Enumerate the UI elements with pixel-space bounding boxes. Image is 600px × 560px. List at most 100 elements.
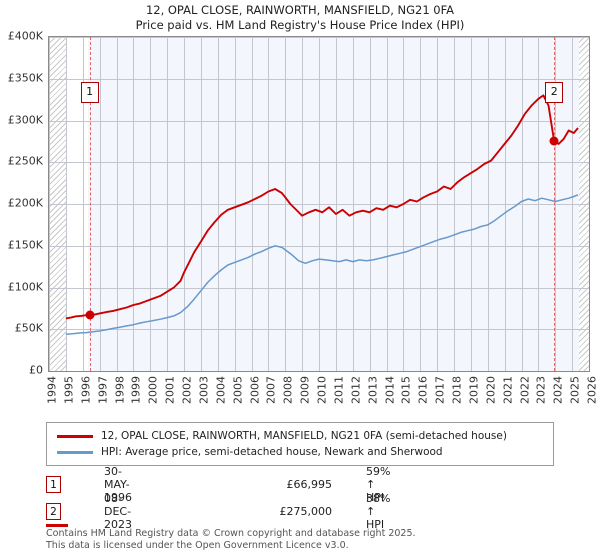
transaction-date-1: 30-MAY-1996 [104,464,132,504]
x-axis-tick: 2021 [501,376,515,404]
x-axis-tick: 2019 [467,376,481,404]
x-axis-tick: 1997 [96,376,110,404]
gridline-vertical [538,37,540,371]
x-axis-tick: 2022 [518,376,531,404]
legend: 12, OPAL CLOSE, RAINWORTH, MANSFIELD, NG… [46,422,554,466]
x-axis-tick: 2000 [146,376,160,404]
event-point-1[interactable] [85,310,95,320]
x-axis-tick: 2002 [180,376,194,404]
x-axis-tick: 2018 [450,376,464,404]
gridline-vertical [285,37,287,371]
x-axis-tick: 1995 [62,376,76,404]
gridline-vertical [420,37,422,371]
gridline-vertical [504,37,506,371]
gridline-vertical [184,37,185,371]
x-axis-tick: 2009 [298,376,312,404]
y-axis-tick: £300K [7,113,43,126]
x-axis-tick: 2020 [484,376,498,404]
transaction-price-2: £275,000 [279,504,333,518]
legend-item-property: 12, OPAL CLOSE, RAINWORTH, MANSFIELD, NG… [53,428,547,444]
y-axis-tick: £50K [14,321,43,335]
transaction-row-2[interactable]: 2 08-DEC-2023 £275,000 38% ↑ HPI [46,492,390,531]
transaction-marker-2: 2 [46,502,61,520]
gridline-vertical [352,37,354,371]
x-axis-tick: 2011 [332,376,346,404]
x-axis-tick: 2026 [585,376,599,404]
series-svg [65,94,579,336]
footer-line-2: This data is licensed under the Open Gov… [46,539,349,551]
x-axis-tick: 2025 [568,376,582,404]
event-marker-2[interactable]: 2 [545,82,564,103]
event-vline-1 [89,37,91,371]
x-axis-tick: 2003 [197,376,211,404]
y-axis-tick: £200K [7,196,43,210]
footer-line-1: Contains HM Land Registry data © Crown c… [46,528,416,539]
y-axis-tick: £250K [7,154,43,168]
y-axis-tick: £400K [7,29,43,43]
page-title: 12, OPAL CLOSE, RAINWORTH, MANSFIELD, NG… [0,0,600,33]
gridline-vertical [268,37,270,371]
footer-attribution: Contains HM Land Registry data © Crown c… [46,528,566,551]
x-axis-tick: 2006 [248,376,261,404]
gridline-vertical [49,37,50,371]
x-axis-tick: 2023 [534,376,548,404]
gridline-horizontal [49,371,589,372]
x-axis-tick: 2004 [214,376,228,404]
series-line-hpi [65,194,579,336]
x-axis-tick: 2013 [366,376,380,404]
y-axis-labels: £0 £50K £100K £150K £200K £250K £300K £350K £400… [0,30,46,377]
gridline-vertical [572,37,574,371]
y-axis-tick: £0 [29,363,43,377]
legend-swatch-hpi [57,450,93,454]
series-line-property [65,94,579,320]
transaction-marker-1: 1 [46,475,61,493]
x-axis-tick: 2024 [551,376,565,404]
x-axis-tick: 2005 [231,376,245,404]
gridline-vertical [133,37,135,371]
legend-label-property: 12, OPAL CLOSE, RAINWORTH, MANSFIELD, NG… [101,430,507,442]
transaction-date-2: 08-DEC-2023 [104,491,132,531]
legend-label-hpi: HPI: Average price, semi-detached house,… [101,446,443,458]
x-axis-tick: 2015 [399,376,413,404]
gridline-vertical [217,37,219,371]
gridline-vertical [555,37,557,371]
gridline-vertical [116,37,118,371]
gridline-vertical [251,37,253,371]
gridline-vertical [487,37,489,371]
y-axis-tick: £350K [7,71,43,85]
gridline-vertical [454,37,455,371]
gridline-vertical [82,37,84,371]
gridline-vertical [319,37,320,371]
x-axis-tick: 1999 [129,376,143,404]
gridline-vertical [335,37,337,371]
divider-rule [46,524,68,527]
event-point-2[interactable] [549,136,559,146]
x-axis-tick: 2008 [281,376,295,404]
gridline-vertical [437,37,439,371]
x-axis-tick: 2010 [315,376,329,404]
x-axis-labels: 1994 1995 1996 1997 1998 1999 2000 2001 2002 2003… [45,376,599,416]
gridline-vertical [386,37,388,371]
gridline-vertical [521,37,523,371]
x-axis-tick: 1998 [113,376,126,404]
title-line-subtitle: Price paid vs. HM Land Registry's House … [135,18,465,32]
x-axis-tick: 1994 [45,376,59,404]
transaction-hpi-2: 38% ↑ HPI [366,491,391,531]
gridline-vertical [200,37,202,371]
y-axis-tick: £150K [7,238,43,252]
x-axis-tick: 2007 [264,376,278,404]
gridline-vertical [150,37,152,371]
title-line-address: 12, OPAL CLOSE, RAINWORTH, MANSFIELD, NG… [145,3,455,17]
gridline-vertical [65,37,67,371]
gridline-vertical [234,37,236,371]
legend-swatch-property [57,434,93,438]
transaction-row-1[interactable]: 1 30-MAY-1996 £66,995 59% ↑ HPI [46,465,390,504]
x-axis-tick: 2016 [416,376,430,404]
x-axis-tick: 2001 [163,376,177,404]
gridline-vertical [302,37,304,371]
gridline-vertical [470,37,472,371]
chart-area: £0 £50K £100K £150K £200K £250K £300K £350K £400… [0,30,600,405]
event-marker-1[interactable]: 1 [80,82,99,103]
legend-item-hpi: HPI: Average price, semi-detached house,… [53,444,547,460]
transaction-price-1: £66,995 [286,477,333,491]
